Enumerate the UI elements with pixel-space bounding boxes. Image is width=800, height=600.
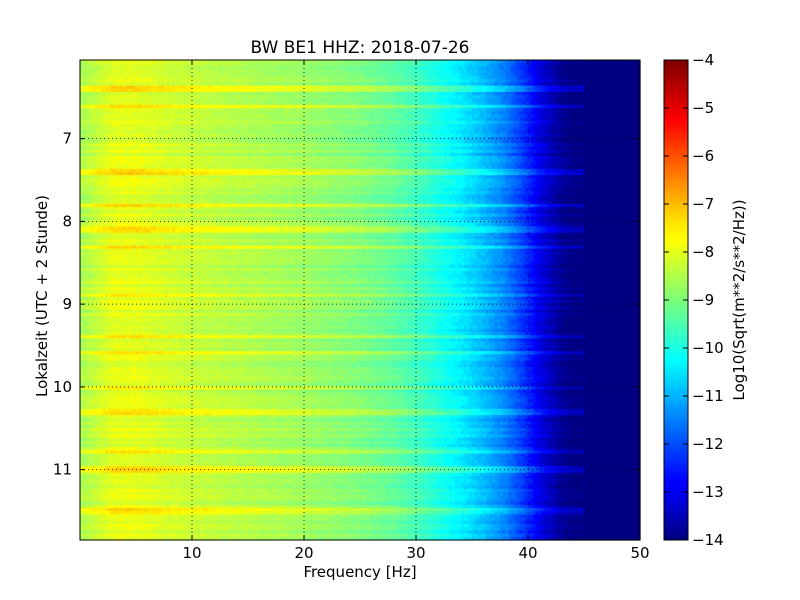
heatmap [80, 60, 641, 541]
chart-title: BW BE1 HHZ: 2018-07-26 [250, 38, 469, 58]
